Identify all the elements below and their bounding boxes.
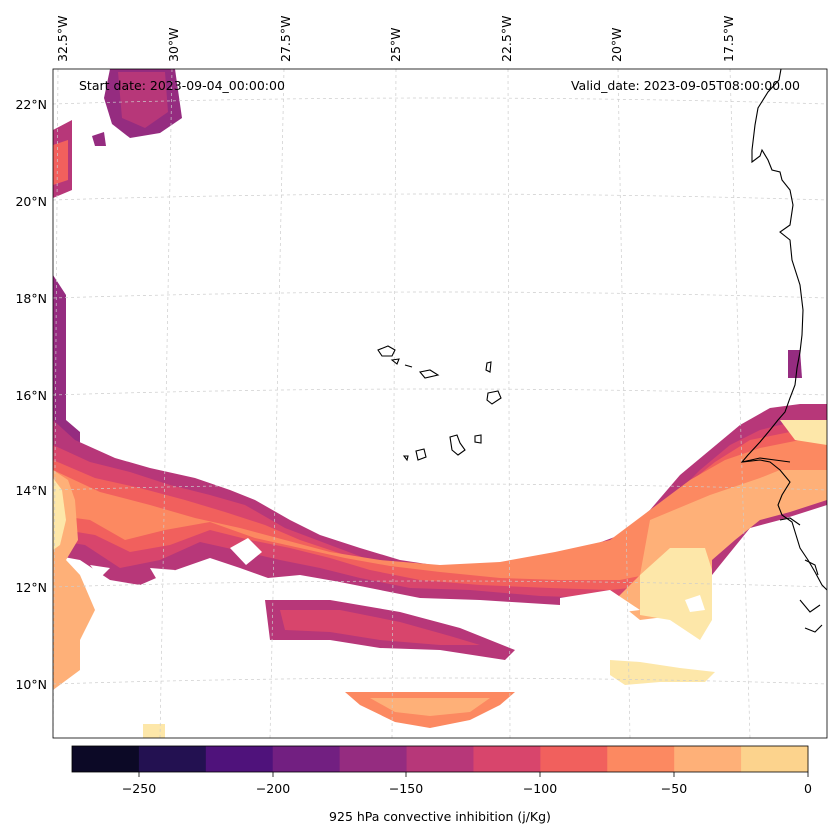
lat-gridline bbox=[53, 97, 827, 105]
cin-band-main-warm bbox=[53, 440, 827, 580]
cape-verde-islands bbox=[377, 345, 502, 462]
colorbar-tick-label: −50 bbox=[661, 781, 687, 796]
colorbar-label: 925 hPa convective inhibition (j/Kg) bbox=[329, 809, 551, 824]
cin-region-east-palest bbox=[640, 548, 712, 640]
cin-region-east-palest-south bbox=[610, 660, 715, 685]
cin-clear-patches bbox=[90, 538, 705, 665]
island-santo-antao bbox=[377, 345, 396, 357]
lon-label: 20°W bbox=[609, 27, 624, 62]
colorbar-tick-label: 0 bbox=[804, 781, 812, 796]
cin-region-senegal-cell bbox=[788, 350, 802, 378]
lon-label: 22.5°W bbox=[499, 16, 514, 62]
lat-label: 18°N bbox=[15, 291, 47, 306]
cin-region-west-strip bbox=[53, 275, 80, 450]
colorbar-swatch bbox=[674, 746, 742, 772]
lat-label: 14°N bbox=[15, 483, 47, 498]
colorbar-tick-label: −100 bbox=[523, 781, 557, 796]
map-panel: Start date: 2023-09-04_00:00:00 Valid_da… bbox=[52, 68, 828, 739]
cin-region-west-strip-north-core bbox=[53, 140, 68, 185]
colorbar-swatch bbox=[406, 746, 474, 772]
island-sal bbox=[485, 361, 492, 373]
colorbar: −250 −200 −150 −100 −50 0 925 hPa convec… bbox=[71, 745, 812, 824]
colorbar-swatch bbox=[741, 746, 809, 772]
lat-label: 16°N bbox=[15, 388, 47, 403]
lon-label: 17.5°W bbox=[721, 16, 736, 62]
colorbar-tick-label: −200 bbox=[256, 781, 290, 796]
colorbar-frame bbox=[71, 745, 809, 773]
colorbar-tick-label: −250 bbox=[122, 781, 156, 796]
colorbar-swatch bbox=[339, 746, 408, 772]
lon-label: 32.5°W bbox=[55, 16, 70, 62]
lon-label: 25°W bbox=[388, 27, 403, 62]
island-fogo bbox=[415, 448, 427, 461]
clear-patch bbox=[560, 590, 640, 615]
lat-gridline bbox=[53, 677, 827, 685]
valid-date-label: Valid_date: 2023-09-05T08:00:00.00 bbox=[571, 78, 800, 93]
island-boa-vista bbox=[486, 390, 502, 405]
cin-region-bottom-dot bbox=[143, 724, 165, 738]
colorbar-swatch bbox=[473, 746, 541, 772]
clear-patch bbox=[690, 652, 705, 665]
lon-label: 27.5°W bbox=[278, 16, 293, 62]
clear-patch bbox=[268, 582, 330, 598]
colorbar-swatch bbox=[72, 746, 140, 772]
cin-band-bottom-inner bbox=[370, 698, 490, 716]
island-maio bbox=[474, 434, 482, 444]
lat-label: 10°N bbox=[15, 677, 47, 692]
cin-contour-fields bbox=[53, 69, 827, 738]
coastline-gambia bbox=[741, 457, 791, 463]
lon-label: 30°W bbox=[166, 27, 181, 62]
colorbar-swatches bbox=[72, 746, 809, 772]
lat-gridline bbox=[53, 193, 827, 201]
cin-region-north-dot bbox=[92, 132, 106, 146]
start-date-label: Start date: 2023-09-04_00:00:00 bbox=[79, 78, 285, 93]
lat-gridline bbox=[53, 483, 827, 491]
cin-region-coast-pale bbox=[780, 420, 827, 445]
lat-gridline bbox=[53, 580, 827, 588]
clear-patch bbox=[685, 595, 705, 612]
clear-patch bbox=[230, 538, 262, 565]
coastline-guinea-bissau bbox=[779, 517, 823, 633]
lat-label: 20°N bbox=[15, 194, 47, 209]
colorbar-swatch bbox=[540, 746, 608, 772]
colorbar-swatch bbox=[138, 746, 207, 772]
graticule bbox=[53, 69, 827, 738]
coastlines bbox=[377, 69, 827, 633]
colorbar-tick-label: −150 bbox=[389, 781, 423, 796]
colorbar-swatch bbox=[205, 746, 274, 772]
map-frame bbox=[52, 68, 828, 739]
clear-patch bbox=[150, 568, 175, 585]
island-sao-vicente bbox=[390, 358, 400, 365]
longitude-labels: 32.5°W 30°W 27.5°W 25°W 22.5°W 20°W 17.5… bbox=[55, 16, 736, 62]
colorbar-swatch bbox=[272, 746, 341, 772]
island-brava bbox=[402, 455, 409, 462]
latitude-labels: 22°N 20°N 18°N 16°N 14°N 12°N 10°N bbox=[15, 97, 47, 692]
island-santiago bbox=[449, 434, 466, 456]
island-santa-luzia bbox=[404, 364, 413, 368]
colorbar-swatch bbox=[607, 746, 675, 772]
lat-label: 12°N bbox=[15, 580, 47, 595]
clear-patch bbox=[90, 565, 110, 578]
cin-region-west-palest bbox=[53, 478, 66, 550]
cin-region-north-blob-core bbox=[118, 72, 168, 128]
lat-label: 22°N bbox=[15, 97, 47, 112]
cin-band-south-inner bbox=[280, 610, 480, 645]
lat-gridline bbox=[53, 291, 827, 299]
coastline-africa bbox=[740, 69, 827, 591]
island-sao-nicolau bbox=[418, 369, 440, 379]
colorbar-tick-marks bbox=[138, 772, 809, 777]
lat-gridline bbox=[53, 388, 827, 396]
